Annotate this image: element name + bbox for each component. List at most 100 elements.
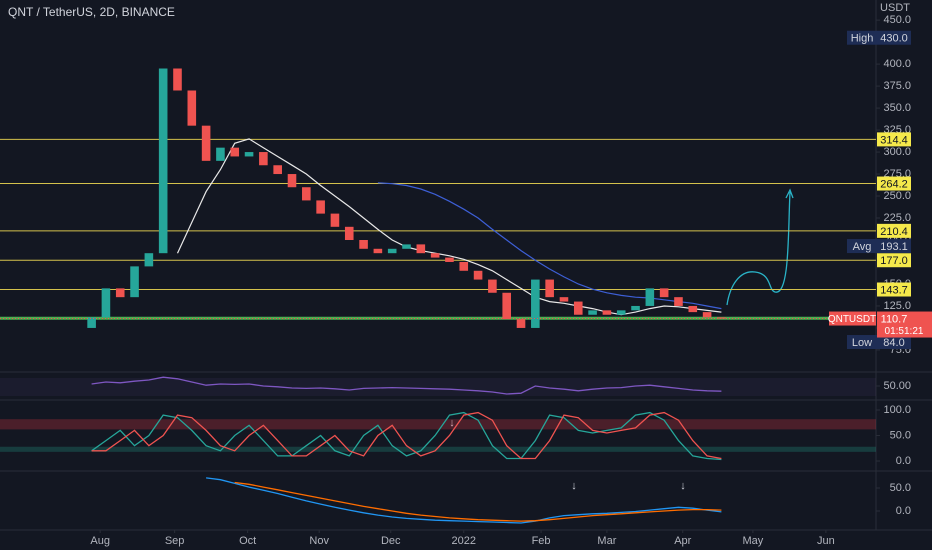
avg-box <box>877 239 911 254</box>
candle-body <box>717 317 726 319</box>
y-tick-label: 50.0 <box>890 429 911 441</box>
level-tag-label: 314.4 <box>880 134 908 146</box>
candle-body <box>359 239 368 249</box>
candle-body <box>230 147 240 157</box>
candle-body <box>688 305 698 313</box>
y-tick-label: 50.0 <box>890 482 911 494</box>
x-tick-label: Jun <box>817 535 835 547</box>
level-tag <box>877 253 911 268</box>
level-tag-label: 264.2 <box>880 178 908 190</box>
candle-body <box>459 261 469 271</box>
y-tick-label: 0.0 <box>896 455 911 467</box>
x-tick-label: Mar <box>597 535 616 547</box>
candle-body <box>244 152 254 157</box>
annotation-arrow: ↓ <box>680 480 686 492</box>
candle-body <box>702 312 712 318</box>
candle-body <box>259 152 268 166</box>
indicator-line <box>206 477 722 524</box>
candle-body <box>573 301 583 315</box>
band <box>0 419 876 430</box>
moving-average <box>176 138 722 316</box>
low-box <box>877 335 911 350</box>
candle-body <box>674 297 683 306</box>
x-tick-label: Dec <box>381 535 401 547</box>
x-tick-label: Nov <box>309 535 329 547</box>
candle-body <box>430 253 440 258</box>
high-box <box>877 30 911 45</box>
candle-body <box>344 226 354 240</box>
level-tag-label: 177.0 <box>880 255 908 267</box>
y-tick-label: 450.0 <box>883 14 911 26</box>
y-tick-label: 100.0 <box>883 404 911 416</box>
level-tag-label: 210.4 <box>880 226 908 238</box>
candle-body <box>273 165 282 175</box>
drawing-curve <box>726 191 791 306</box>
candle-body <box>158 68 168 254</box>
candle-body <box>659 288 669 298</box>
x-tick-label: Sep <box>165 535 185 547</box>
candle-body <box>201 125 211 161</box>
candle-body <box>602 310 612 315</box>
annotation-arrow: ↓ <box>449 417 455 429</box>
rsi-band <box>0 378 876 396</box>
candle-body <box>531 279 540 328</box>
level-tag <box>877 282 911 297</box>
candle-body <box>631 305 640 311</box>
candle-body <box>473 270 483 280</box>
candle-body <box>330 213 340 227</box>
chart-title: QNT / TetherUS, 2D, BINANCE <box>8 5 175 19</box>
level-tag <box>877 223 911 238</box>
x-tick-label: Apr <box>674 535 691 547</box>
avg-value: 193.1 <box>880 241 908 253</box>
y-tick-label: 125.0 <box>883 300 911 312</box>
candle-body <box>187 90 197 126</box>
candle-body <box>130 266 139 298</box>
y-tick-label: 50.00 <box>883 380 911 392</box>
y-tick-label: 350.0 <box>883 102 911 114</box>
indicator-line <box>91 376 722 395</box>
candle-body <box>287 174 297 188</box>
level-tag <box>877 176 911 191</box>
countdown: 01:51:21 <box>885 326 924 337</box>
y-tick-label: 400.0 <box>883 58 911 70</box>
low-name: Low <box>852 337 872 349</box>
last-symbol: QNTUSDT <box>828 314 876 325</box>
candle-body <box>516 319 526 328</box>
y-tick-label: 250.0 <box>883 190 911 202</box>
indicator-line <box>91 411 722 460</box>
currency: USDT <box>880 2 910 14</box>
candle-body <box>645 288 655 306</box>
candle-body <box>87 317 96 328</box>
candle-body <box>488 279 497 293</box>
candle-body <box>416 244 426 254</box>
drawing-arrowhead <box>785 188 794 199</box>
candle-body <box>173 68 182 91</box>
y-tick-label: 0.0 <box>896 505 911 517</box>
candle-body <box>502 292 511 320</box>
candle-body <box>373 248 383 254</box>
band <box>0 446 876 452</box>
candle-body <box>545 279 554 298</box>
indicator-line <box>234 481 722 522</box>
x-tick-label: Aug <box>90 535 110 547</box>
level-tag <box>877 132 911 147</box>
high-name: High <box>851 33 874 45</box>
x-tick-label: Oct <box>239 535 256 547</box>
candle-body <box>101 288 111 318</box>
candle-body <box>387 248 397 254</box>
last-price: 110.7 <box>881 313 908 325</box>
x-tick-label: Feb <box>532 535 551 547</box>
candle-body <box>115 288 125 298</box>
indicator-line <box>91 411 722 461</box>
candle-body <box>588 310 597 315</box>
last-symbol-box <box>829 311 876 326</box>
y-tick-label: 300.0 <box>883 146 911 158</box>
x-tick-label: May <box>743 535 764 547</box>
candle-body <box>216 147 225 161</box>
avg-name: Avg <box>853 241 872 253</box>
candle-body <box>316 200 325 214</box>
candle-body <box>402 244 411 249</box>
